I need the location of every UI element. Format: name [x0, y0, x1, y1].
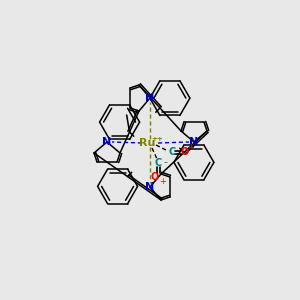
Text: -: -: [163, 157, 167, 167]
Text: +: +: [160, 176, 167, 185]
Text: ++: ++: [151, 136, 163, 142]
Text: C: C: [168, 147, 175, 157]
Text: C: C: [154, 158, 162, 168]
Text: N: N: [102, 137, 112, 147]
Text: N: N: [146, 93, 154, 103]
Text: N: N: [189, 137, 199, 147]
Text: N: N: [146, 182, 154, 192]
Text: O: O: [151, 172, 159, 182]
Text: O: O: [181, 147, 189, 157]
Text: +: +: [188, 143, 194, 152]
Text: Ru: Ru: [139, 138, 155, 148]
